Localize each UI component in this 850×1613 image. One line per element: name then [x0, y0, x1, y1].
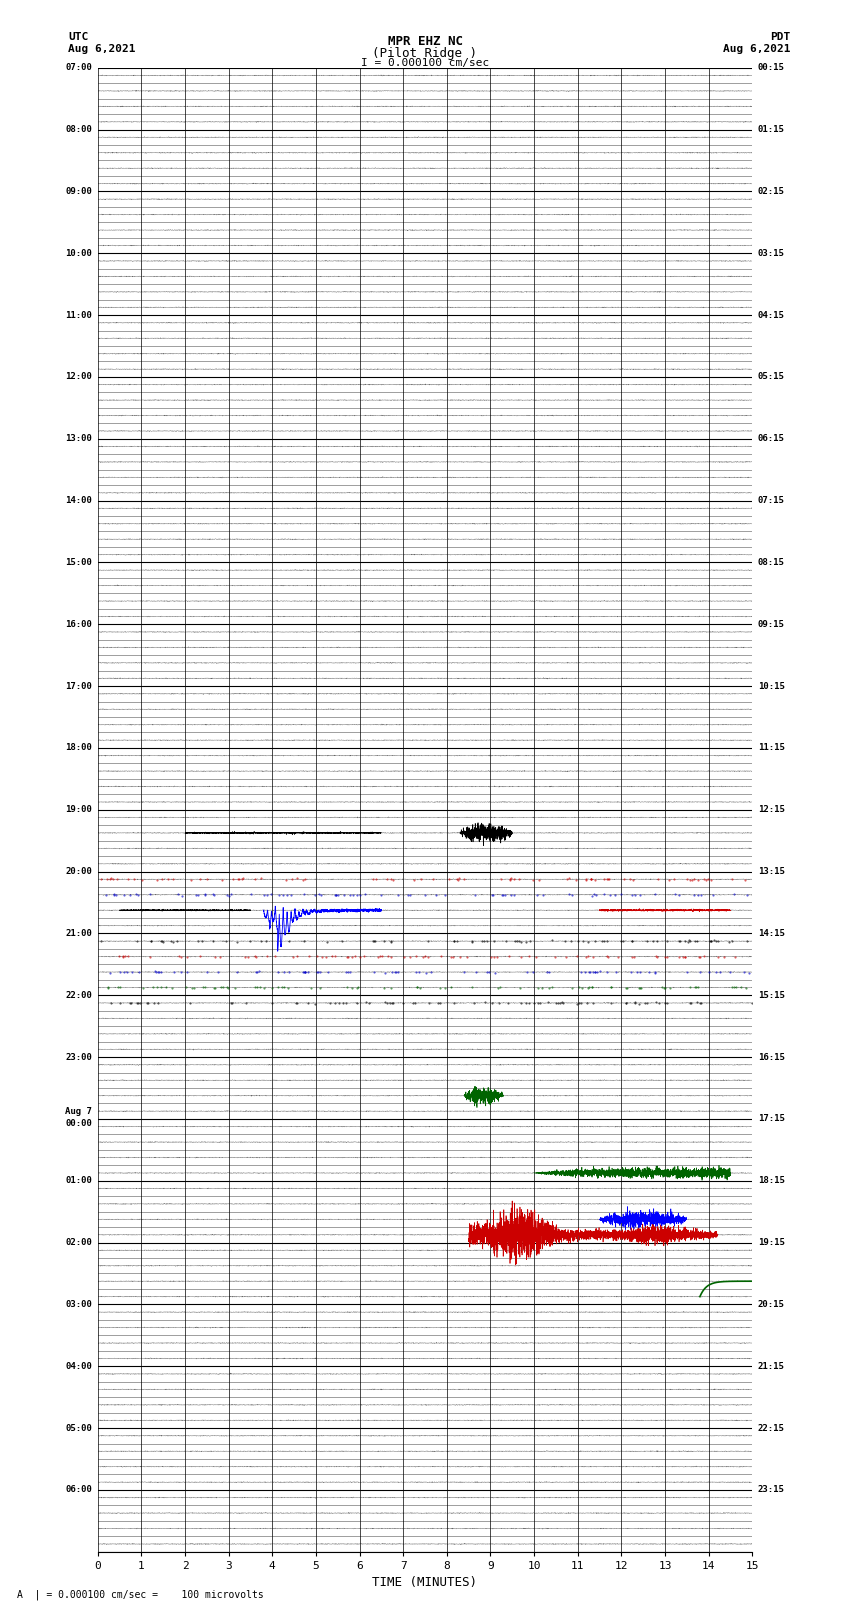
Text: 03:15: 03:15 — [758, 248, 785, 258]
Text: 16:00: 16:00 — [65, 619, 92, 629]
Text: 13:00: 13:00 — [65, 434, 92, 444]
Text: 22:00: 22:00 — [65, 990, 92, 1000]
Text: 12:00: 12:00 — [65, 373, 92, 381]
Text: 00:15: 00:15 — [758, 63, 785, 73]
Text: 02:00: 02:00 — [65, 1239, 92, 1247]
Text: PDT: PDT — [770, 32, 790, 42]
Text: (Pilot Ridge ): (Pilot Ridge ) — [372, 47, 478, 60]
Text: Aug 6,2021: Aug 6,2021 — [68, 44, 135, 53]
Text: 01:00: 01:00 — [65, 1176, 92, 1186]
Text: 05:15: 05:15 — [758, 373, 785, 381]
Text: UTC: UTC — [68, 32, 88, 42]
Text: 21:00: 21:00 — [65, 929, 92, 937]
Text: 08:00: 08:00 — [65, 126, 92, 134]
Text: 17:00: 17:00 — [65, 682, 92, 690]
Text: Aug 7: Aug 7 — [65, 1108, 92, 1116]
Text: 09:15: 09:15 — [758, 619, 785, 629]
Text: A  | = 0.000100 cm/sec =    100 microvolts: A | = 0.000100 cm/sec = 100 microvolts — [17, 1589, 264, 1600]
Text: 06:15: 06:15 — [758, 434, 785, 444]
Text: 23:00: 23:00 — [65, 1053, 92, 1061]
Text: 14:15: 14:15 — [758, 929, 785, 937]
Text: 19:00: 19:00 — [65, 805, 92, 815]
Text: 16:15: 16:15 — [758, 1053, 785, 1061]
Text: Aug 6,2021: Aug 6,2021 — [723, 44, 791, 53]
Text: 11:15: 11:15 — [758, 744, 785, 752]
Text: 10:00: 10:00 — [65, 248, 92, 258]
Text: 23:15: 23:15 — [758, 1486, 785, 1494]
Text: 08:15: 08:15 — [758, 558, 785, 566]
Text: 11:00: 11:00 — [65, 311, 92, 319]
Text: 15:00: 15:00 — [65, 558, 92, 566]
Text: 20:15: 20:15 — [758, 1300, 785, 1308]
Text: 18:15: 18:15 — [758, 1176, 785, 1186]
Text: 01:15: 01:15 — [758, 126, 785, 134]
Text: 14:00: 14:00 — [65, 497, 92, 505]
Text: 00:00: 00:00 — [65, 1118, 92, 1127]
Text: 07:00: 07:00 — [65, 63, 92, 73]
Text: 05:00: 05:00 — [65, 1424, 92, 1432]
Text: 18:00: 18:00 — [65, 744, 92, 752]
Text: 15:15: 15:15 — [758, 990, 785, 1000]
Text: 09:00: 09:00 — [65, 187, 92, 195]
Text: 04:15: 04:15 — [758, 311, 785, 319]
Text: 07:15: 07:15 — [758, 497, 785, 505]
Text: 21:15: 21:15 — [758, 1361, 785, 1371]
Text: 04:00: 04:00 — [65, 1361, 92, 1371]
Text: 12:15: 12:15 — [758, 805, 785, 815]
Text: 20:00: 20:00 — [65, 868, 92, 876]
Text: 03:00: 03:00 — [65, 1300, 92, 1308]
Text: 22:15: 22:15 — [758, 1424, 785, 1432]
Text: I = 0.000100 cm/sec: I = 0.000100 cm/sec — [361, 58, 489, 68]
X-axis label: TIME (MINUTES): TIME (MINUTES) — [372, 1576, 478, 1589]
Text: MPR EHZ NC: MPR EHZ NC — [388, 35, 462, 48]
Text: 13:15: 13:15 — [758, 868, 785, 876]
Text: 19:15: 19:15 — [758, 1239, 785, 1247]
Text: 10:15: 10:15 — [758, 682, 785, 690]
Text: 02:15: 02:15 — [758, 187, 785, 195]
Text: 17:15: 17:15 — [758, 1115, 785, 1123]
Text: 06:00: 06:00 — [65, 1486, 92, 1494]
